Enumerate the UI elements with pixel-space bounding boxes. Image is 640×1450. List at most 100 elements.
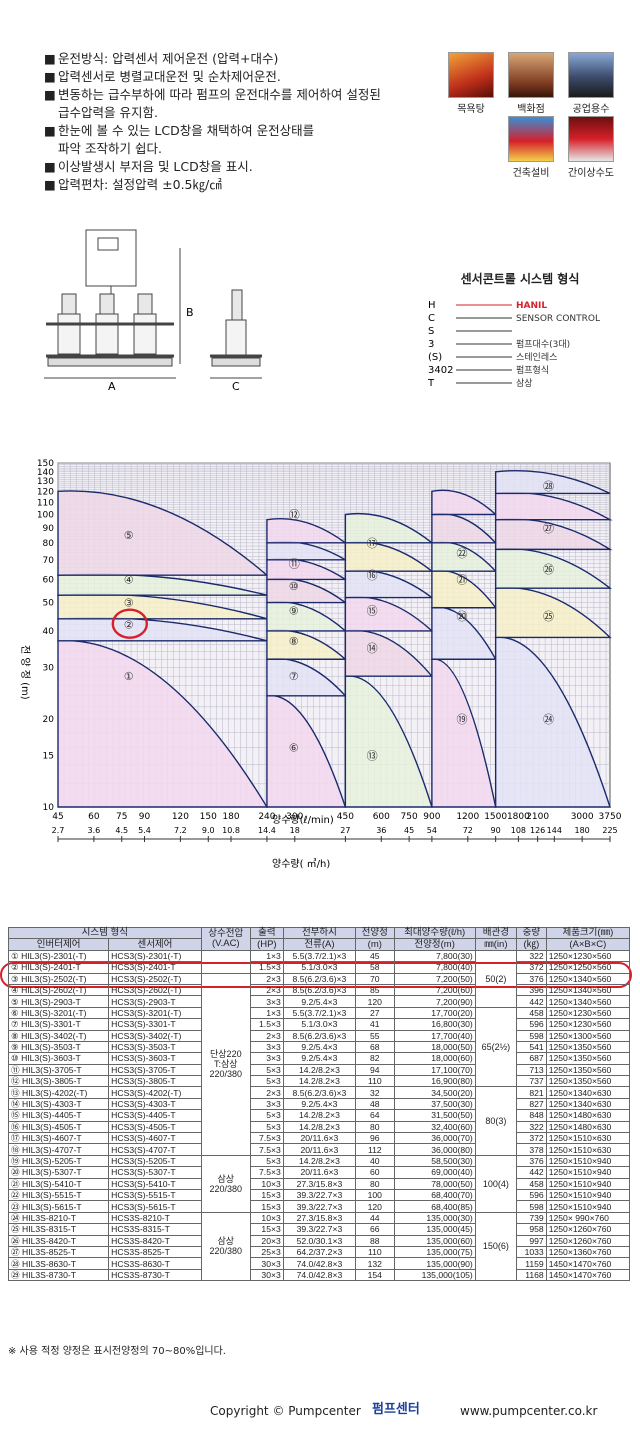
table-row: ⑪ HIL3(S)-3705-T HCS3(S)-3705-T 5×3 14.2/8.…	[7, 1063, 631, 1077]
table-cell: 378	[516, 1143, 547, 1156]
table-cell: 17,700(40)	[393, 1029, 476, 1042]
table-cell: ⑪ HIL3(S)-3705-T	[7, 1063, 110, 1077]
table-cell: 958	[516, 1223, 547, 1236]
legend-code: 3	[428, 339, 434, 350]
legend-title: 센서콘트롤 시스템 형식	[460, 272, 580, 286]
building-photo-icon	[508, 52, 554, 98]
table-cell: 5.5(3.7/2.1)×3	[282, 1006, 357, 1020]
table-cell: ④ HIL3(S)-2602(-T)	[7, 983, 110, 997]
table-cell: 821	[516, 1086, 547, 1099]
table-cell: 5×3	[249, 1075, 284, 1088]
table-row: ㉔ HIL3S-8210-T HCS3S-8210-T 삼상 220/380 10×3…	[7, 1211, 631, 1282]
table-cell: ㉔ HIL3S-8210-T	[7, 1211, 110, 1225]
copyright-text: Copyright © Pumpcenter	[210, 1404, 361, 1418]
app-building-facility: 건축설비	[508, 116, 554, 179]
table-cell: 45	[355, 949, 395, 963]
table-row: ㉕ HIL3S-8315-T HCS3S-8315-T 15×3 39.3/22.7×…	[7, 1223, 631, 1236]
table-cell: 14.2/8.2×3	[282, 1109, 357, 1122]
footer-url-link[interactable]: www.pumpcenter.co.kr	[460, 1404, 598, 1418]
table-cell: HCS3S-8525-T	[108, 1245, 202, 1259]
th-hp: (HP)	[249, 938, 284, 951]
table-cell: 1.5×3	[249, 1018, 284, 1031]
table-cell: 27.3/15.8×3	[282, 1177, 357, 1191]
table-cell: 31,500(50)	[393, 1109, 476, 1122]
legend-code: H	[428, 300, 436, 311]
table-cell: 1168	[516, 1268, 547, 1282]
table-cell: 1250×1350×560	[545, 1040, 631, 1054]
table-cell: 1×3	[249, 949, 284, 963]
x2-tick-label: 108	[511, 826, 526, 835]
table-cell: 9.2/5.4×3	[282, 1097, 357, 1111]
table-cell: HCS3(S)-5615-T	[108, 1200, 202, 1213]
table-cell: ㉒ HIL3(S)-5515-T	[7, 1188, 110, 1202]
table-cell: HCS3(S)-3805-T	[108, 1075, 202, 1088]
selected-region-highlight	[111, 608, 149, 639]
table-cell: 27.3/15.8×3	[282, 1211, 357, 1225]
table-cell: 100	[355, 1188, 395, 1202]
y-tick-label: 110	[37, 498, 54, 508]
table-cell: 60	[355, 1166, 395, 1179]
y-tick-label: 120	[37, 487, 54, 497]
x-tick-label: 180	[222, 812, 239, 822]
table-row: ⑳ HIL3(S)-5307-T HCS3(S)-5307-T 7.5×3 20/11…	[7, 1166, 631, 1179]
region-label: ㉘	[543, 480, 554, 493]
table-cell: 2×3	[249, 972, 284, 985]
table-cell: HCS3S-8315-T	[108, 1223, 202, 1236]
table-cell: 739	[516, 1211, 547, 1225]
table-cell: 18,000(50)	[393, 1040, 476, 1054]
table-cell: 17,100(70)	[393, 1063, 476, 1077]
table-cell: 997	[516, 1234, 547, 1247]
region-label: ㉒	[456, 547, 467, 560]
legend-desc: 스테인레스	[516, 352, 557, 363]
feature-item: ■ 이상발생시 부저음 및 LCD창을 표시.	[44, 159, 253, 174]
pump-unit-drawing: A B C	[44, 229, 262, 393]
legend-code: (S)	[428, 352, 442, 363]
region-label: ⑮	[367, 604, 378, 617]
th-mm: ㎜(in)	[474, 938, 518, 951]
th-dims: (A×B×C)	[545, 938, 631, 951]
table-cell: 596	[516, 1188, 547, 1202]
table-cell: 596	[516, 1018, 547, 1031]
x2-tick-label: 54	[427, 826, 437, 835]
pipe-group-cell: 100(4)	[474, 1154, 518, 1213]
table-cell: 39.3/22.7×3	[282, 1200, 357, 1213]
table-cell: 5×3	[249, 1109, 284, 1122]
table-cell: ⑯ HIL3(S)-4505-T	[7, 1120, 110, 1134]
table-cell: 1450×1470×760	[545, 1257, 631, 1270]
table-cell: 8.5(6.2/3.6)×3	[282, 972, 357, 985]
table-cell: HCS3(S)-3301-T	[108, 1018, 202, 1031]
table-cell: 18,000(60)	[393, 1052, 476, 1065]
table-cell: 36,000(80)	[393, 1143, 476, 1156]
table-cell: 135,000(30)	[393, 1211, 476, 1225]
table-cell: 1250×1260×760	[545, 1223, 631, 1236]
x2-tick-label: 5.4	[138, 826, 151, 835]
table-cell: 39.3/22.7×3	[282, 1223, 357, 1236]
performance-band	[266, 517, 348, 544]
feature-item: ■ 압력편차: 설정압력 ±0.5㎏/㎠	[44, 177, 222, 192]
table-cell: ⑮ HIL3(S)-4405-T	[7, 1109, 110, 1122]
table-cell: 3×3	[249, 995, 284, 1008]
table-cell: 9.2/5.4×3	[282, 1052, 357, 1065]
table-cell: 20/11.6×3	[282, 1132, 357, 1145]
performance-band	[344, 513, 434, 544]
th-size: 제품크기(㎜)	[545, 926, 631, 940]
table-cell: ② HIL3(S)-2401-T	[7, 961, 110, 974]
legend-code: T	[427, 378, 435, 389]
table-cell: HCS3(S)-5205-T	[108, 1154, 202, 1168]
table-cell: 64	[355, 1109, 395, 1122]
table-cell: 1250×1510×940	[545, 1154, 631, 1168]
table-row: ⑯ HIL3(S)-4505-T HCS3(S)-4505-T 5×3 14.2/8.…	[7, 1120, 631, 1134]
x-tick-label: 45	[52, 812, 63, 822]
x2-tick-label: 36	[376, 826, 386, 835]
table-cell: 16,800(30)	[393, 1018, 476, 1031]
table-cell: 82	[355, 1052, 395, 1065]
x-tick-label: 750	[401, 812, 418, 822]
x-tick-label: 900	[423, 812, 440, 822]
x-tick-label: 600	[373, 812, 390, 822]
table-cell: HCS3(S)-3503-T	[108, 1040, 202, 1054]
table-cell: 1250×1510×630	[545, 1143, 631, 1156]
feature-item: ■ 한눈에 볼 수 있는 LCD창을 채택하여 운전상태를	[44, 123, 315, 138]
table-cell: 39.3/22.7×3	[282, 1188, 357, 1202]
dim-b-label: B	[186, 306, 194, 319]
legend-desc: SENSOR CONTROL	[516, 314, 600, 324]
